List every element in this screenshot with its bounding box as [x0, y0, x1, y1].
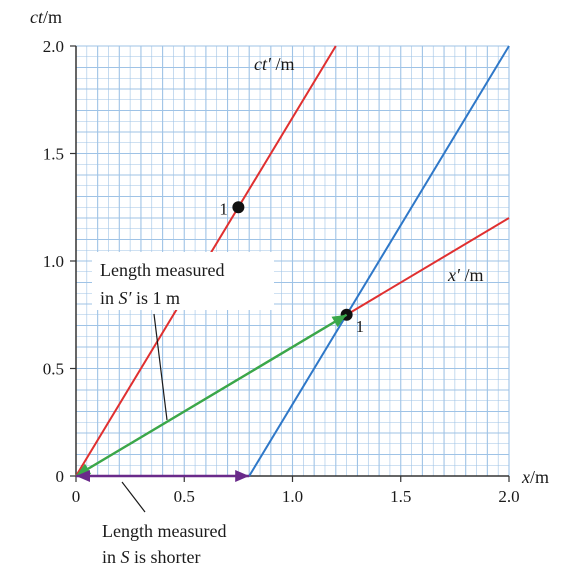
callout-2-line-2-part: in [102, 547, 121, 567]
callout-1-line-1-part: Length measured [100, 260, 224, 280]
ct-prime-label-part: ct′ [254, 54, 272, 74]
y-axis-title-part: ct [30, 7, 44, 27]
y-tick-label: 1.5 [43, 145, 64, 164]
ct-prime-label-part: /m [271, 54, 295, 74]
y-tick-label: 0.5 [43, 360, 64, 379]
callout-1-line-2: in S′ is 1 m [100, 288, 180, 308]
callout-1-line-1: Length measured [100, 260, 224, 280]
x-prime-label-part: /m [460, 265, 484, 285]
callout-box-1 [92, 252, 274, 310]
arrow-head-end-2 [235, 470, 250, 482]
callouts: Length measured in S′ is 1 m Length measur… [92, 252, 274, 567]
x-tick-label: 1.5 [390, 487, 411, 506]
point-label-1: 1 [219, 199, 228, 218]
arrow-head-start-2 [76, 470, 90, 482]
callout-1-line-2-part: in [100, 288, 119, 308]
y-axis-title: ct/m [30, 7, 62, 27]
callout-2-line-2-part: is shorter [130, 547, 201, 567]
x-axis-title-part: x [521, 467, 530, 487]
callout-2-line-1-part: Length measured [102, 521, 226, 541]
callout-leader-2 [121, 481, 146, 513]
arrow-line-1 [75, 313, 348, 478]
point-label-2: 1 [356, 317, 365, 336]
callout-leader-1 [153, 313, 168, 421]
arrows [75, 313, 348, 482]
callout-2-line-2: in S is shorter [102, 547, 201, 567]
x-tick-label: 0.5 [174, 487, 195, 506]
x-tick-label: 0 [72, 487, 81, 506]
y-tick-label: 2.0 [43, 37, 64, 56]
x-tick-label: 1.0 [282, 487, 303, 506]
y-tick-label: 1.0 [43, 252, 64, 271]
x-axis-title-part: /m [530, 467, 549, 487]
x-prime-label-part: x′ [447, 265, 461, 285]
callout-1-line-2-part: S′ [119, 288, 133, 308]
ct-prime-label: ct′ /m [254, 54, 294, 74]
y-tick-label: 0 [56, 467, 65, 486]
x-tick-label: 2.0 [498, 487, 519, 506]
x-axis-title: x/m [521, 467, 549, 487]
axes: 0 0.5 1.0 1.5 2.0 0 0.5 1.0 1.5 2.0 [43, 37, 520, 506]
event-point-1 [232, 201, 245, 214]
labels: ct/mx/mct′ /mx′ /m11 [30, 7, 549, 487]
callout-1-line-2-part: is 1 m [131, 288, 180, 308]
arrow-head-start-1 [331, 314, 347, 328]
series-line-3 [248, 45, 510, 477]
callout-2-line-1: Length measured [102, 521, 226, 541]
y-axis-title-part: /m [43, 7, 62, 27]
callout-2-line-2-part: S [121, 547, 130, 567]
x-prime-label: x′ /m [447, 265, 483, 285]
